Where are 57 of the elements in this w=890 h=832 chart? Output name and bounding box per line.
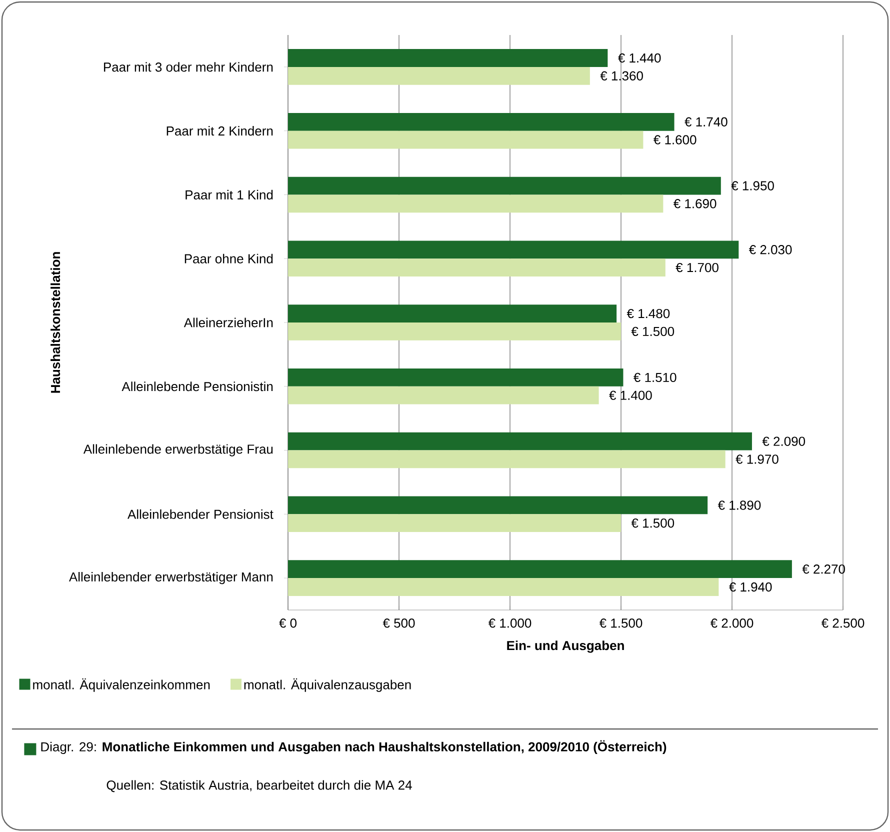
bar [288,578,719,596]
bar [288,49,608,67]
x-tick-label: € 2.000 [710,618,754,628]
x-tick-label: € 2.500 [821,618,864,628]
bar [288,322,622,340]
bar [288,240,739,259]
y-tick-label: Paar mit 2 Kindern [166,126,273,136]
y-tick-label: Paar mit 1 Kind [186,190,273,200]
y-axis-title: Haushaltskonstellation [50,252,60,393]
text: Diagr. 29: Monatliche Einkommen und Ausgaben nach Haushaltskonstellation, 2009/2010 (Österreich) [41,740,666,754]
legend-label: monatl. Äquivalenzeinkommen [33,678,210,692]
bar [288,450,726,468]
data-label: € 1.480 [626,308,670,318]
bar [288,66,590,85]
bar [288,560,792,578]
bar [288,304,617,322]
data-label: € 1.890 [718,500,761,510]
bar [288,176,721,195]
y-tick-label: AlleinerzieherIn [184,318,273,328]
data-label: € 1.740 [684,117,728,126]
data-label: € 1.700 [676,262,718,272]
x-tick-label: € 1.500 [599,618,642,628]
bar [288,130,644,149]
bar [288,368,624,386]
bar [288,514,622,532]
y-tick-label: Alleinlebender erwerbstätiger Mann [68,572,273,584]
bar [288,258,666,276]
x-tick-label: € 1.000 [488,618,532,628]
data-label: € 1.600 [654,135,696,144]
bar [288,496,708,514]
data-label: € 1.500 [631,518,674,528]
data-label: € 1.510 [634,372,676,382]
x-tick-label: € 500 [382,618,415,628]
data-label: € 2.270 [802,564,845,574]
bar [288,386,599,404]
y-tick-label: Alleinlebender Pensionist [128,509,274,519]
y-tick-label: Paar mit 3 oder mehr Kindern [104,62,273,72]
bar [288,112,674,131]
y-tick-label: Paar ohne Kind [184,254,273,264]
bar [288,194,664,213]
source-note: Quellen: Statistik Austria, bearbeitet durch die MA 24 [106,780,412,792]
bar [288,432,752,450]
data-label: € 1.500 [631,326,674,336]
data-label: € 2.090 [762,436,806,446]
y-tick-label: Alleinlebende erwerbstätige Frau [83,444,273,456]
legend-label: monatl. Äquivalenzausgaben [244,678,411,692]
x-axis-title: Ein- und Ausgaben [507,640,624,653]
data-label: € 1.400 [609,390,652,400]
data-label: € 1.940 [728,582,772,592]
data-label: € 1.360 [600,71,643,80]
data-label: € 1.950 [731,181,774,190]
data-label: € 1.690 [673,199,716,208]
data-label: € 2.030 [748,245,792,254]
y-tick-label: Alleinlebende Pensionistin [122,382,273,392]
data-label: € 1.970 [736,454,778,464]
x-tick-label: € 0 [279,618,297,628]
data-label: € 1.440 [618,53,661,63]
